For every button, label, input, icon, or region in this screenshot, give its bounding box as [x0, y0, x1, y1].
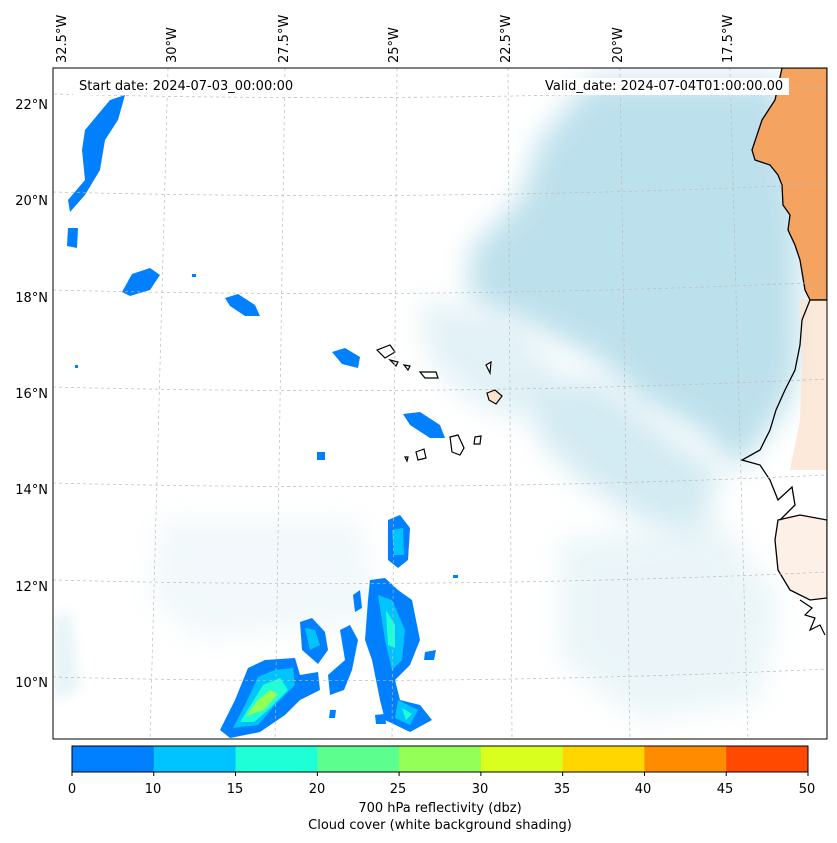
lat-label: 20°N	[15, 194, 48, 209]
colorbar-segment	[562, 746, 645, 772]
graticule	[53, 68, 827, 739]
colorbar-tick: 0	[67, 782, 77, 797]
colorbar-tick: 10	[144, 782, 162, 797]
colorbar-tick: 30	[471, 782, 489, 797]
colorbar-frame	[71, 745, 809, 773]
cloud-cover-shading	[53, 80, 800, 720]
colorbar-tick: 25	[389, 782, 407, 797]
valid-date-label: Valid_date: 2024-07-04T01:00:00.00	[539, 78, 790, 95]
colorbar-segment	[317, 746, 400, 772]
lon-label: 32.5°W	[55, 14, 70, 63]
colorbar-segment	[480, 746, 564, 772]
lon-label: 17.5°W	[721, 14, 736, 63]
colorbar-segment	[399, 746, 482, 772]
colorbar-tick: 50	[798, 782, 816, 797]
colorbar-tick: 15	[226, 782, 244, 797]
colorbar-tick: 20	[308, 782, 326, 797]
colorbar-segment	[726, 746, 809, 772]
map-frame	[52, 67, 828, 740]
start-date-label: Start date: 2024-07-03_00:00:00	[73, 78, 300, 95]
colorbar-tick: 45	[716, 782, 734, 797]
lon-label: 27.5°W	[277, 14, 292, 63]
colorbar	[71, 745, 809, 776]
africa-land	[740, 68, 827, 636]
lat-label: 22°N	[15, 98, 48, 113]
colorbar-segment	[153, 746, 237, 772]
lon-label: 22.5°W	[499, 14, 514, 63]
lat-label: 18°N	[15, 291, 48, 306]
colorbar-tick: 40	[634, 782, 652, 797]
colorbar-tick: 35	[553, 782, 571, 797]
cape-verde-islands	[375, 344, 503, 463]
lat-label: 14°N	[15, 483, 48, 498]
colorbar-sublabel: Cloud cover (white background shading)	[308, 818, 572, 833]
lon-label: 20°W	[611, 27, 626, 63]
colorbar-segment	[644, 746, 727, 772]
reflectivity-cells	[67, 95, 458, 738]
colorbar-segment	[235, 746, 318, 772]
lat-label: 10°N	[15, 676, 48, 691]
lat-label: 12°N	[15, 580, 48, 595]
lon-label: 25°W	[387, 27, 402, 63]
colorbar-segment	[72, 746, 155, 772]
colorbar-label: 700 hPa reflectivity (dbz)	[358, 801, 522, 816]
lat-label: 16°N	[15, 387, 48, 402]
lon-label: 30°W	[165, 27, 180, 63]
